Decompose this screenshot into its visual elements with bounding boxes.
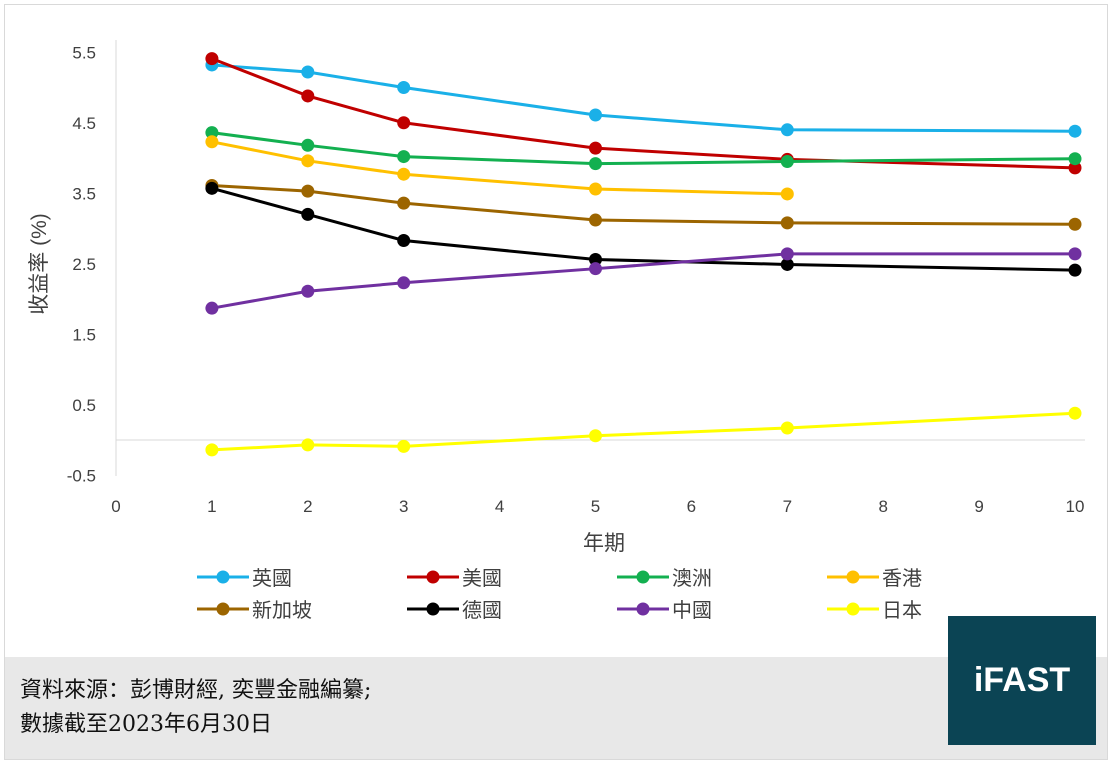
data-point (397, 81, 411, 94)
x-axis-title: 年期 (583, 532, 625, 555)
y-tick-label: 0.5 (72, 396, 96, 415)
date-note: 數據截至2023年6月30日 (20, 712, 272, 737)
data-point (397, 439, 411, 453)
data-point (205, 181, 219, 195)
series-line (211, 140, 788, 196)
data-point (589, 157, 602, 171)
x-tick-label: 3 (399, 497, 408, 516)
legend-marker (846, 602, 860, 616)
x-tick-label: 8 (878, 497, 887, 516)
y-tick-label: 2.5 (72, 255, 96, 274)
series-line (211, 57, 1076, 170)
data-point (1068, 406, 1082, 420)
data-point (301, 89, 315, 103)
data-point (589, 429, 602, 443)
data-point (780, 247, 794, 261)
x-tick-label: 6 (687, 497, 696, 516)
data-point (301, 138, 315, 152)
data-point (780, 216, 794, 230)
data-point (205, 126, 219, 140)
x-tick-label: 4 (495, 497, 504, 516)
data-point (780, 421, 794, 435)
data-point (397, 196, 411, 210)
data-point (1068, 263, 1082, 277)
x-tick-label: 7 (783, 497, 792, 516)
data-point (397, 116, 411, 130)
y-tick-label: -0.5 (67, 466, 96, 485)
data-point (1068, 124, 1082, 138)
data-point (780, 123, 794, 137)
data-point (397, 150, 411, 164)
data-point (589, 213, 602, 227)
data-point (589, 253, 602, 267)
data-point (301, 65, 315, 79)
x-tick-label: 10 (1066, 497, 1085, 516)
y-tick-label: 1.5 (72, 325, 96, 344)
y-axis-title: 收益率 (%) (28, 213, 51, 315)
data-point (1068, 161, 1082, 175)
legend-label: 澳洲 (672, 567, 712, 590)
data-point (780, 155, 794, 169)
x-tick-label: 5 (591, 497, 600, 516)
legend-marker (426, 602, 440, 616)
y-tick-label: 4.5 (72, 114, 96, 133)
data-point (1068, 152, 1082, 166)
data-point (1068, 247, 1082, 261)
data-point (397, 233, 411, 247)
legend-label: 日本 (882, 599, 922, 622)
y-tick-label: 5.5 (72, 43, 96, 62)
data-point (301, 154, 315, 168)
footer (5, 657, 1107, 759)
legend-label: 新加坡 (252, 599, 312, 622)
legend-label: 美國 (462, 567, 502, 590)
data-point (589, 108, 602, 122)
data-point (301, 284, 315, 298)
series-line (211, 186, 1076, 272)
data-point (397, 167, 411, 181)
legend-marker (216, 602, 230, 616)
data-point (397, 276, 411, 290)
legend-marker (636, 602, 650, 616)
data-point (589, 141, 602, 155)
data-point (301, 207, 315, 221)
legend-marker (426, 570, 440, 584)
series-line (211, 131, 1076, 166)
data-point (1068, 217, 1082, 231)
data-point (589, 262, 602, 276)
x-tick-label: 2 (303, 497, 312, 516)
series-line (211, 411, 1076, 452)
legend-label: 中國 (672, 599, 712, 622)
series-line (211, 183, 1076, 226)
y-tick-label: 3.5 (72, 184, 96, 203)
data-point (780, 187, 794, 201)
legend-label: 英國 (252, 567, 292, 590)
legend-label: 德國 (462, 599, 502, 622)
data-point (205, 52, 219, 66)
source-note: 資料來源：彭博財經, 奕豐金融編纂; (20, 678, 372, 703)
x-tick-label: 9 (974, 497, 983, 516)
x-tick-label: 0 (111, 497, 120, 516)
legend-label: 香港 (882, 567, 922, 590)
series-line (211, 63, 1076, 133)
series-line (211, 252, 1075, 310)
x-tick-label: 1 (207, 497, 216, 516)
line-chart: 5.5 4.5 3.5 2.5 1.5 0.5 -0.5 0 1 2 3 4 5 6 7 8 9 10 年期 收益率 … (28, 40, 1085, 622)
data-point (780, 257, 794, 271)
legend-marker (216, 570, 230, 584)
ifast-logo: iFAST (948, 616, 1096, 745)
data-point (301, 184, 315, 198)
data-point (301, 438, 315, 452)
data-point (589, 182, 602, 196)
data-point (205, 301, 219, 315)
data-point (205, 443, 219, 457)
legend-marker (636, 570, 650, 584)
data-point (205, 135, 219, 149)
legend-marker (846, 570, 860, 584)
